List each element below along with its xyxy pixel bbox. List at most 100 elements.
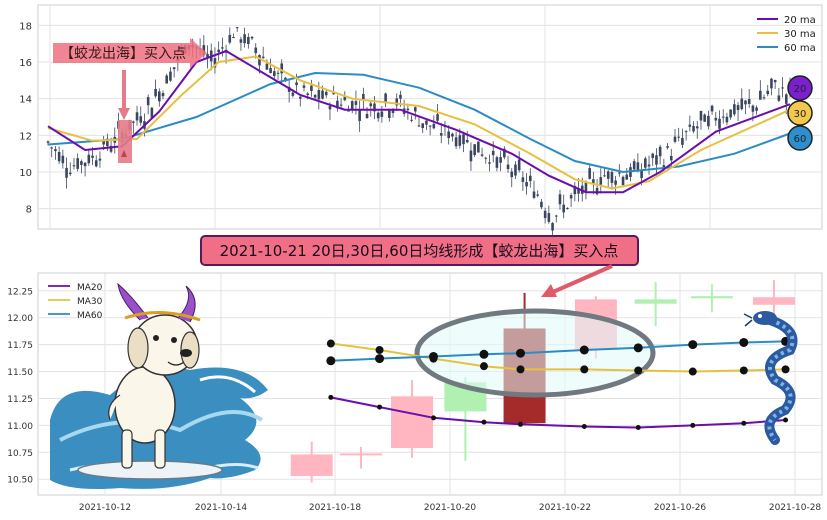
bot-ma60-line-point bbox=[516, 348, 525, 358]
bot-ma30-line-point bbox=[688, 367, 697, 376]
top-candle-body bbox=[447, 131, 450, 139]
top-candle-body bbox=[618, 172, 621, 174]
bot-ma60-line bbox=[330, 340, 786, 362]
top-candle-body bbox=[669, 155, 673, 161]
top-candle-body bbox=[80, 161, 83, 165]
bot-ma20-line-point bbox=[518, 421, 523, 427]
top-ma30-line bbox=[47, 55, 791, 190]
top-candle-body bbox=[655, 155, 658, 165]
top-candle-body bbox=[710, 105, 714, 112]
bot-ytick-label: 11.00 bbox=[7, 422, 33, 432]
top-candle-body bbox=[280, 63, 284, 74]
top-candle-body bbox=[350, 101, 354, 110]
top-candle-body bbox=[324, 91, 328, 96]
bot-xtick-label: 2021-10-14 bbox=[195, 503, 248, 513]
top-candle-body bbox=[388, 110, 391, 118]
top-candle-body bbox=[273, 71, 276, 77]
top-candle-body bbox=[384, 93, 387, 104]
top-candle-body bbox=[632, 161, 636, 170]
top-candle-body bbox=[729, 109, 732, 118]
top-candle-body bbox=[247, 36, 250, 45]
top-candle-body bbox=[399, 94, 402, 99]
top-candle-body bbox=[425, 120, 428, 125]
top-candle-body bbox=[135, 112, 139, 121]
bot-ma60-line-point bbox=[326, 356, 336, 366]
bot-candle-body bbox=[690, 296, 733, 299]
top-candle-body bbox=[569, 195, 573, 199]
top-candle-body bbox=[391, 109, 395, 113]
top-candle-body bbox=[773, 79, 777, 83]
bot-ma30-line-point bbox=[479, 362, 488, 371]
bot-ma30-line-point bbox=[326, 339, 335, 348]
top-candle-body bbox=[165, 75, 169, 84]
badge-20-label: 20 bbox=[794, 84, 807, 95]
top-candle-body bbox=[469, 150, 473, 162]
top-candle-body bbox=[621, 176, 625, 186]
top-candle-body bbox=[76, 158, 79, 169]
bot-ma20-line-point bbox=[581, 423, 587, 429]
legend-ma20: MA20 bbox=[77, 283, 103, 293]
bot-xtick-label: 2021-10-26 bbox=[654, 503, 707, 513]
top-candle-body bbox=[83, 162, 87, 167]
top-candle-body bbox=[721, 116, 725, 118]
top-candle-body bbox=[380, 111, 384, 117]
top-candle-body bbox=[707, 115, 710, 127]
callout-arrow: 【蛟龙出海】买入点 bbox=[53, 38, 207, 163]
top-candle-body bbox=[462, 134, 465, 145]
bot-ma60-line-point bbox=[633, 343, 643, 353]
top-candle-body bbox=[139, 116, 143, 123]
top-candle-body bbox=[536, 194, 540, 196]
top-candle-body bbox=[269, 68, 272, 74]
top-candle-body bbox=[413, 107, 417, 112]
bot-ma20-line-point bbox=[377, 404, 383, 410]
top-candle-body bbox=[347, 110, 350, 112]
bot-xtick-label: 2021-10-12 bbox=[79, 503, 131, 513]
top-candle-body bbox=[94, 160, 98, 167]
top-candle-body bbox=[339, 104, 343, 106]
top-candle-body bbox=[692, 125, 695, 132]
top-ytick-label: 14 bbox=[19, 95, 32, 106]
top-ytick-label: 8 bbox=[26, 205, 32, 216]
top-candle-body bbox=[421, 123, 425, 129]
top-candle-body bbox=[362, 93, 365, 100]
top-candle-body bbox=[610, 171, 614, 183]
top-candle-body bbox=[91, 155, 94, 158]
top-candle-body bbox=[573, 185, 577, 195]
legend-20ma: 20 ma bbox=[784, 15, 816, 26]
top-ytick-label: 12 bbox=[19, 131, 32, 142]
top-candle-body bbox=[328, 106, 332, 110]
top-candle-body bbox=[640, 169, 643, 179]
top-candle-body bbox=[766, 90, 770, 95]
top-candle-body bbox=[50, 147, 54, 149]
top-candle-body bbox=[781, 87, 784, 89]
top-candle-body bbox=[662, 165, 666, 169]
top-candle-body bbox=[106, 138, 109, 147]
top-candle-body bbox=[228, 34, 232, 43]
top-candle-body bbox=[217, 49, 220, 53]
top-ytick-label: 10 bbox=[19, 168, 32, 179]
top-candle-body bbox=[477, 141, 480, 153]
bot-ma60-line-point bbox=[579, 345, 589, 355]
bot-ma20-line-point bbox=[635, 425, 641, 431]
top-candle-body bbox=[484, 157, 488, 159]
top-candle-body bbox=[666, 146, 669, 148]
top-candle-body bbox=[695, 126, 699, 129]
top-candle-body bbox=[439, 133, 443, 136]
top-candle-body bbox=[276, 72, 280, 74]
bottom-chart-panel: 10.50 10.75 11.00 11.25 11.50 11.75 12.00 12.25… bbox=[7, 272, 823, 513]
top-ma20-line bbox=[47, 49, 791, 194]
bot-ma20-line-point bbox=[481, 419, 487, 425]
top-candle-body bbox=[644, 158, 647, 168]
bot-ma30-line-point bbox=[516, 365, 525, 374]
top-candle-body bbox=[102, 140, 105, 145]
top-candle-body bbox=[606, 171, 610, 179]
top-candle-body bbox=[495, 157, 499, 168]
top-candle-body bbox=[358, 110, 361, 121]
top-candle-body bbox=[302, 85, 306, 88]
top-candle-body bbox=[759, 90, 762, 100]
top-candle-body bbox=[614, 180, 617, 185]
top-candle-body bbox=[744, 100, 747, 105]
top-candle-body bbox=[592, 179, 595, 185]
top-candle-body bbox=[46, 141, 50, 143]
